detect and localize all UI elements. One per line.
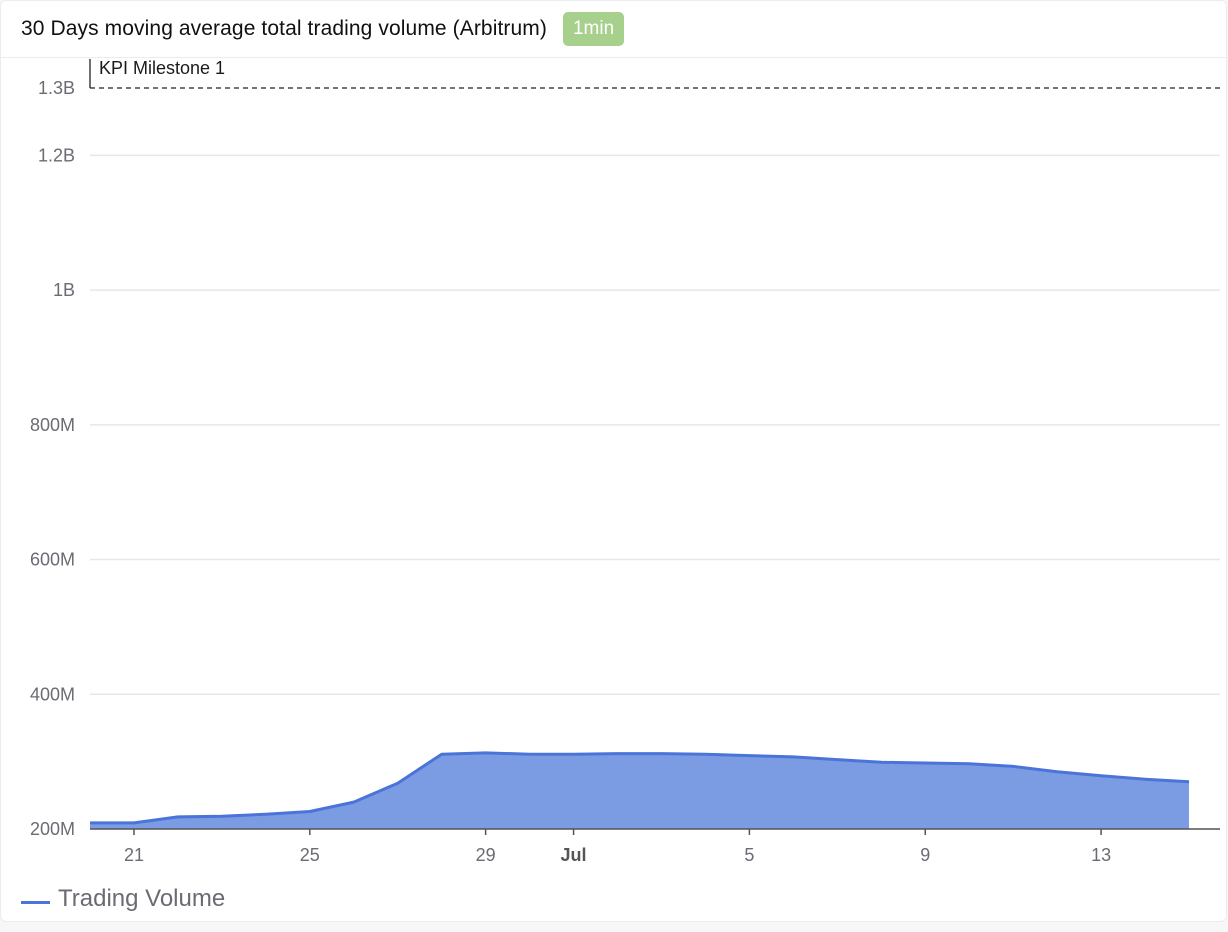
y-tick-label: 1B bbox=[53, 280, 75, 300]
series-area-trading-volume bbox=[90, 752, 1189, 829]
x-tick-label: 5 bbox=[744, 845, 754, 865]
x-tick-label: 13 bbox=[1091, 845, 1111, 865]
y-tick-label: 600M bbox=[30, 550, 75, 570]
y-tick-label: 200M bbox=[30, 819, 75, 839]
x-tick-label: 9 bbox=[920, 845, 930, 865]
chart-header: 30 Days moving average total trading vol… bbox=[1, 1, 1226, 58]
series-line-trading-volume bbox=[90, 751, 1190, 825]
y-tick-label: 1.3B bbox=[38, 78, 75, 98]
kpi-reference-label: KPI Milestone 1 bbox=[99, 58, 225, 78]
x-tick-label: 29 bbox=[476, 845, 496, 865]
x-tick-label: Jul bbox=[561, 845, 587, 865]
area-chart: 200M 400M 600M 800M 1B 1.2B 1.3B 21 25 29 Jul 5 9 13 K… bbox=[30, 58, 1220, 865]
x-tick-label: 25 bbox=[300, 845, 320, 865]
x-tick-label: 21 bbox=[124, 845, 144, 865]
refresh-interval-badge: 1min bbox=[562, 12, 625, 46]
chart-title: 30 Days moving average total trading vol… bbox=[21, 17, 547, 40]
y-tick-label: 400M bbox=[30, 684, 75, 704]
legend-label-trading-volume: Trading Volume bbox=[58, 885, 226, 912]
legend-swatch bbox=[21, 900, 50, 904]
y-tick-label: 1.2B bbox=[38, 145, 75, 165]
y-tick-label: 800M bbox=[30, 415, 75, 435]
chart-legend[interactable]: Trading Volume bbox=[21, 885, 225, 913]
